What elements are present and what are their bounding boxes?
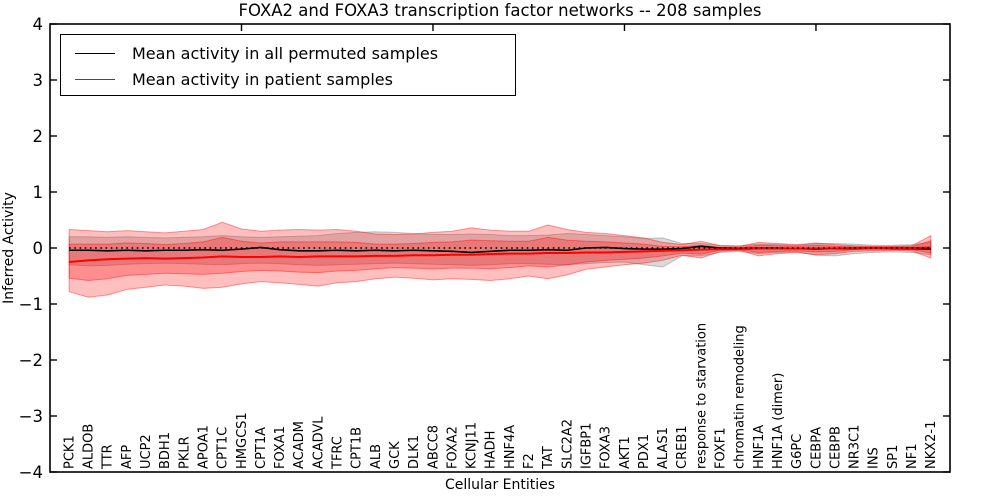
x-category-label: BDH1 bbox=[158, 432, 173, 469]
y-tick-label: 4 bbox=[33, 15, 44, 34]
x-category-label: chromatin remodeling bbox=[733, 325, 748, 469]
x-category-label: CEBPA bbox=[809, 427, 824, 469]
x-category-label: ALB bbox=[369, 444, 384, 469]
x-category-label: PKLR bbox=[177, 436, 192, 469]
legend: Mean activity in all permuted samples Me… bbox=[60, 34, 516, 96]
x-category-label: PCK1 bbox=[62, 435, 77, 469]
x-category-label: AKT1 bbox=[618, 436, 633, 469]
y-tick-label: −2 bbox=[19, 351, 43, 370]
y-axis-label: Inferred Activity bbox=[1, 192, 17, 304]
x-category-label: TAT bbox=[541, 446, 556, 470]
x-category-label: CPT1A bbox=[254, 427, 269, 469]
x-category-label: FOXA3 bbox=[599, 426, 614, 469]
y-tick-label: 3 bbox=[33, 71, 44, 90]
x-category-label: CREB1 bbox=[675, 425, 690, 469]
x-category-label: NF1 bbox=[905, 444, 920, 469]
x-category-label: AFP bbox=[120, 445, 135, 469]
x-category-label: HNF1A (dimer) bbox=[771, 373, 786, 469]
legend-line-swatch-black bbox=[75, 52, 115, 54]
legend-line-swatch-red bbox=[75, 78, 115, 80]
y-tick-label: 0 bbox=[33, 239, 44, 258]
legend-label: Mean activity in all permuted samples bbox=[132, 43, 439, 63]
x-category-label: ACADVL bbox=[311, 416, 326, 469]
y-tick-label: −4 bbox=[19, 463, 43, 482]
chart-title: FOXA2 and FOXA3 transcription factor net… bbox=[238, 1, 762, 20]
x-category-label: SLC2A2 bbox=[560, 419, 575, 469]
permuted-std-band bbox=[68, 231, 932, 268]
y-tick-label: −1 bbox=[19, 295, 43, 314]
y-tick-label: 2 bbox=[33, 127, 44, 146]
x-category-label: F2 bbox=[522, 453, 537, 469]
x-category-label: HNF4A bbox=[503, 425, 518, 469]
x-category-label: TFRC bbox=[331, 436, 346, 470]
legend-item-patient: Mean activity in patient samples bbox=[75, 66, 515, 92]
x-category-label: NR3C1 bbox=[848, 425, 863, 469]
x-category-label: response to starvation bbox=[694, 323, 709, 469]
x-category-label: DLK1 bbox=[407, 435, 422, 469]
x-category-label: ALAS1 bbox=[656, 427, 671, 469]
legend-item-permuted: Mean activity in all permuted samples bbox=[75, 40, 515, 66]
x-category-label: GCK bbox=[388, 441, 403, 469]
x-category-label: APOA1 bbox=[196, 425, 211, 469]
x-category-label: CEBPB bbox=[828, 426, 843, 469]
patient-outer-band bbox=[68, 221, 932, 298]
x-category-label: NKX2-1 bbox=[924, 421, 939, 469]
x-category-label: CPT1B bbox=[350, 427, 365, 469]
x-category-label: ABCC8 bbox=[426, 425, 441, 469]
x-category-label: INS bbox=[867, 447, 882, 469]
x-category-label: ACADM bbox=[292, 421, 307, 469]
x-category-label: CPT1C bbox=[216, 427, 231, 469]
x-category-label: ALDOB bbox=[82, 424, 97, 469]
x-category-label: FOXA2 bbox=[445, 426, 460, 469]
x-category-label: KCNJ11 bbox=[465, 422, 480, 469]
legend-label: Mean activity in patient samples bbox=[132, 69, 393, 89]
x-category-label: UCP2 bbox=[139, 434, 154, 469]
x-category-label: HMGCS1 bbox=[235, 412, 250, 469]
x-category-label: G6PC bbox=[790, 434, 805, 469]
y-tick-label: 1 bbox=[33, 183, 44, 202]
x-category-label: PDX1 bbox=[637, 434, 652, 469]
x-category-label: FOXA1 bbox=[273, 426, 288, 469]
x-category-label: FOXF1 bbox=[714, 427, 729, 469]
x-category-label: SP1 bbox=[886, 445, 901, 469]
x-category-label: TTR bbox=[101, 444, 116, 470]
x-category-label: HNF1A bbox=[752, 425, 767, 469]
x-axis-label: Cellular Entities bbox=[444, 477, 556, 493]
y-tick-label: −3 bbox=[19, 407, 43, 426]
x-category-label: IGFBP1 bbox=[579, 423, 594, 469]
x-category-label: HADH bbox=[484, 431, 499, 469]
